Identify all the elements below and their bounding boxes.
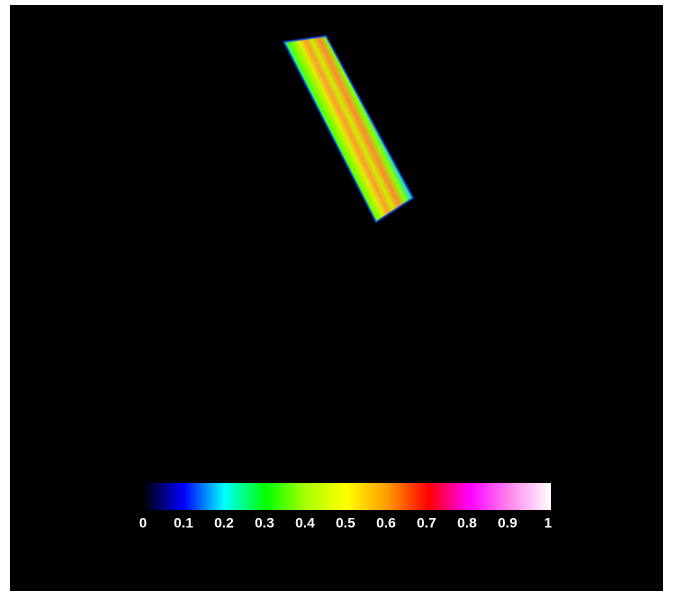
colorbar-tick-label: 0.3 — [255, 515, 275, 531]
colorbar-tick-label: 0 — [139, 515, 147, 531]
colorbar-tick-label: 0.1 — [174, 515, 194, 531]
colorbar-tick-label: 0.4 — [295, 515, 315, 531]
colorbar-tick-label: 0.9 — [498, 515, 518, 531]
colorbar-tick-label: 0.5 — [336, 515, 356, 531]
figure: 0 0.1 0.2 0.3 0.4 0.5 0.6 0.7 0.8 0.9 1 — [0, 0, 673, 597]
colorbar-tick-label: 0.2 — [214, 515, 234, 531]
colorbar-tick-label: 1 — [544, 515, 552, 531]
colorbar-tick-label: 0.6 — [376, 515, 396, 531]
colorbar-tick-label: 0.7 — [417, 515, 437, 531]
colorbar-tick-label: 0.8 — [457, 515, 477, 531]
colorbar — [143, 483, 551, 510]
